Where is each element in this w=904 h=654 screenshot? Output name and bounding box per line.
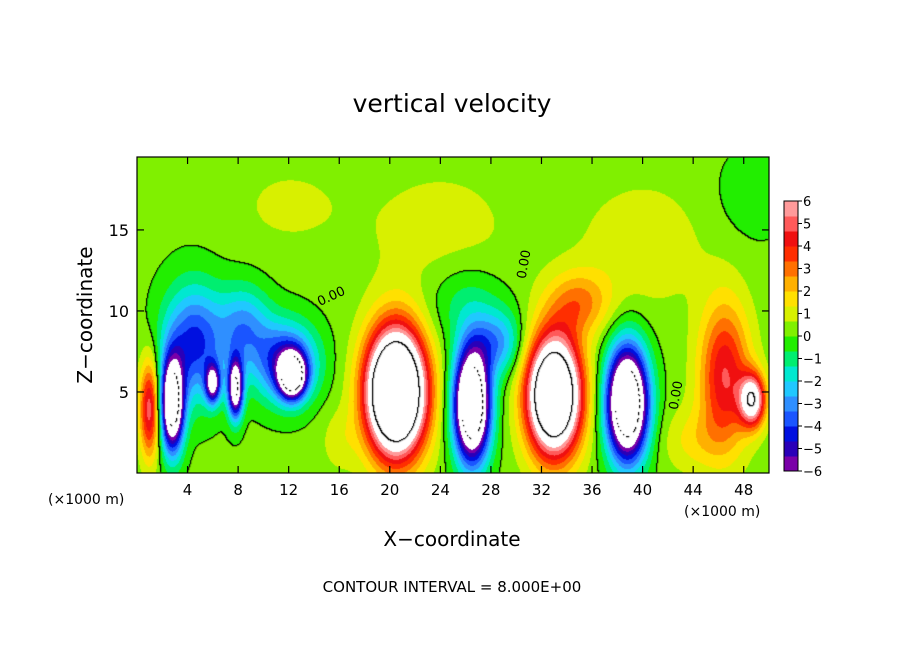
contour-label: 0.00 [667, 380, 687, 411]
colorbar-swatch [784, 216, 798, 232]
colorbar-swatch [784, 336, 798, 352]
colorbar-swatch [784, 246, 798, 262]
colorbar-swatch [784, 396, 798, 412]
x-unit-right: (×1000 m) [684, 504, 760, 520]
colorbar-label: −3 [803, 398, 822, 413]
colorbar-swatch [784, 261, 798, 277]
colorbar-swatch [784, 426, 798, 442]
velocity-field [137, 157, 769, 473]
y-axis-label: Z−coordinate [73, 246, 97, 383]
plot-area: 0.000.000.00 4 8 12 16 20 24 28 32 36 40 44 48 5101… [109, 156, 770, 499]
colorbar-label: 3 [803, 263, 811, 278]
y-axis-ticks: 5 10 15 [109, 221, 769, 402]
x-tick-label: 8 [233, 481, 243, 499]
x-tick-label: 44 [684, 481, 703, 499]
colorbar: 6 5 4 3 2 1 0 −1 −2 −3 −4 −5 −6 [783, 195, 822, 480]
x-tick-label: 16 [330, 481, 349, 499]
x-axis-label: X−coordinate [383, 527, 520, 551]
colorbar-label: −6 [803, 465, 822, 480]
colorbar-swatch [784, 276, 798, 292]
y-tick-label: 15 [109, 221, 129, 240]
colorbar-swatch [784, 441, 798, 457]
colorbar-label: 5 [803, 218, 811, 233]
colorbar-swatch [784, 201, 798, 217]
colorbar-swatch [784, 366, 798, 382]
x-tick-label: 24 [431, 481, 450, 499]
x-tick-label: 40 [633, 481, 652, 499]
colorbar-label: −5 [803, 443, 822, 458]
colorbar-label: 6 [803, 195, 811, 210]
colorbar-swatch [784, 306, 798, 322]
contour-label: 0.00 [515, 249, 535, 280]
x-tick-label: 4 [183, 481, 193, 499]
x-tick-label: 12 [279, 481, 298, 499]
colorbar-label: 0 [803, 330, 811, 345]
colorbar-swatch [784, 321, 798, 337]
colorbar-swatch [784, 291, 798, 307]
colorbar-label: 4 [803, 240, 811, 255]
x-unit-left: (×1000 m) [48, 492, 124, 508]
x-tick-label: 20 [380, 481, 399, 499]
x-tick-label: 28 [481, 481, 500, 499]
colorbar-label: 2 [803, 285, 811, 300]
colorbar-label: 1 [803, 308, 811, 323]
x-tick-label: 36 [582, 481, 601, 499]
contour-interval-note: CONTOUR INTERVAL = 8.000E+00 [323, 578, 582, 596]
colorbar-label: −2 [803, 375, 822, 390]
colorbar-label: −1 [803, 353, 822, 368]
x-tick-label: 48 [734, 481, 753, 499]
colorbar-swatch [784, 231, 798, 247]
colorbar-swatch [784, 456, 798, 472]
y-tick-label: 5 [119, 383, 129, 402]
colorbar-swatch [784, 351, 798, 367]
x-axis-ticks: 4 8 12 16 20 24 28 32 36 40 44 48 [183, 157, 753, 499]
colorbar-label: −4 [803, 420, 822, 435]
plot-frame [136, 156, 770, 474]
colorbar-swatch [784, 411, 798, 427]
y-tick-label: 10 [109, 302, 129, 321]
chart-title: vertical velocity [353, 89, 552, 118]
colorbar-swatch [784, 381, 798, 397]
x-tick-label: 32 [532, 481, 551, 499]
